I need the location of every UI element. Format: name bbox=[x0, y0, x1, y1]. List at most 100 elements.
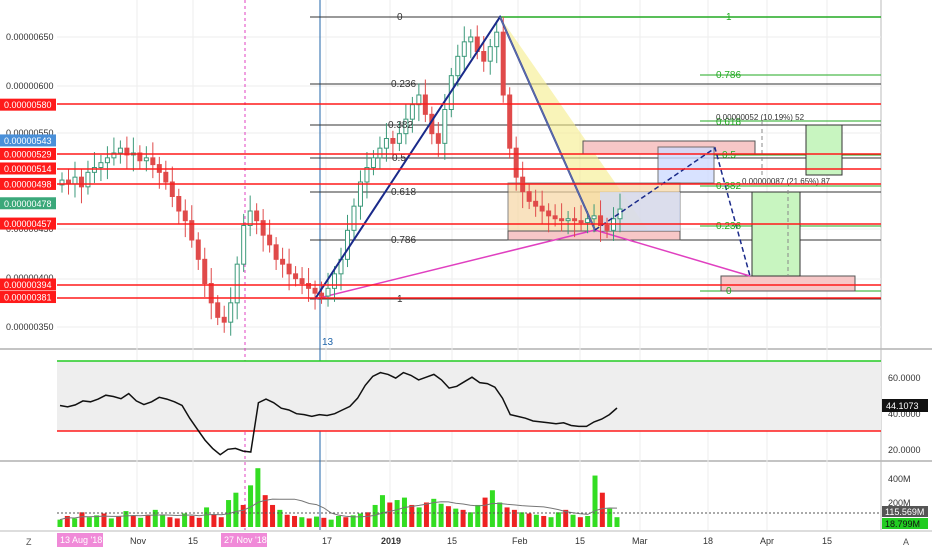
projection-box-2 bbox=[657, 146, 715, 184]
volume-bar bbox=[233, 492, 239, 527]
volume-bar bbox=[284, 514, 290, 527]
candle bbox=[396, 133, 402, 144]
candle bbox=[572, 218, 578, 222]
volume-bar bbox=[423, 502, 429, 527]
target-box-bottom[interactable] bbox=[720, 275, 856, 292]
candle bbox=[234, 263, 240, 304]
volume-bar bbox=[306, 518, 312, 527]
zone-box-bottom[interactable] bbox=[507, 230, 681, 241]
projected-pattern[interactable] bbox=[594, 146, 751, 277]
volume-bar bbox=[196, 517, 202, 527]
candle bbox=[208, 283, 214, 304]
volume-bar bbox=[599, 492, 605, 527]
fib-label: 0 bbox=[397, 12, 403, 23]
volume-bar bbox=[299, 517, 305, 527]
candle bbox=[403, 118, 409, 135]
volume-bar bbox=[438, 503, 444, 527]
volume-bar bbox=[343, 517, 349, 527]
fib-label: 0.786 bbox=[391, 235, 416, 246]
volume-bar bbox=[211, 514, 217, 527]
volume-bar bbox=[160, 515, 166, 527]
volume-bar bbox=[189, 515, 195, 527]
level-badge bbox=[0, 217, 56, 230]
volume-bar bbox=[409, 504, 415, 527]
time-tick: 15 bbox=[575, 536, 585, 546]
candle bbox=[111, 152, 117, 159]
time-tick: Apr bbox=[760, 536, 774, 546]
volume-bar bbox=[314, 516, 320, 527]
rsi-line bbox=[59, 371, 618, 456]
candle bbox=[325, 287, 331, 297]
candle bbox=[267, 234, 273, 246]
candle bbox=[598, 215, 604, 226]
price-level-badges: 0.00000580 0.00000543 0.00000529 0.00000514… bbox=[0, 98, 56, 304]
candle bbox=[585, 218, 591, 224]
candle bbox=[273, 244, 279, 260]
volume-bar bbox=[489, 490, 495, 527]
rsi-tick: 60.0000 bbox=[888, 373, 921, 383]
level-badge-label: 0.00000514 bbox=[4, 164, 52, 174]
volume-bar bbox=[372, 504, 378, 527]
trendline[interactable] bbox=[594, 229, 751, 277]
candle bbox=[260, 220, 266, 236]
candle bbox=[513, 147, 519, 178]
harmonic-triangle bbox=[500, 17, 648, 230]
level-badge bbox=[0, 291, 56, 304]
candle bbox=[104, 157, 110, 164]
volume-bar bbox=[123, 511, 129, 527]
candle bbox=[494, 31, 500, 48]
time-tick: Feb bbox=[512, 536, 528, 546]
pattern-leg[interactable] bbox=[499, 16, 596, 231]
date-badge bbox=[57, 533, 103, 547]
candle bbox=[241, 225, 247, 265]
volume-bar bbox=[72, 518, 78, 527]
trendline[interactable] bbox=[314, 229, 596, 300]
volume-bar bbox=[511, 509, 517, 527]
long-position-box-2[interactable] bbox=[751, 191, 801, 277]
fib-ext-label: 0.382 bbox=[716, 181, 741, 192]
volume-bar bbox=[152, 509, 158, 527]
time-tick: 15 bbox=[822, 536, 832, 546]
rsi-value: 44.1073 bbox=[886, 401, 919, 411]
price-tick: 0.00000600 bbox=[6, 81, 54, 91]
volume-bar bbox=[240, 504, 246, 527]
volume-bar bbox=[541, 515, 547, 527]
volume-bar bbox=[270, 504, 276, 527]
candle bbox=[299, 278, 305, 284]
candle bbox=[189, 220, 195, 241]
auto-scale-button[interactable]: A bbox=[903, 537, 909, 547]
candle bbox=[552, 215, 558, 220]
candle bbox=[507, 94, 513, 149]
candle bbox=[468, 36, 474, 43]
volume-bar bbox=[379, 495, 385, 527]
volume-bar bbox=[570, 514, 576, 527]
date-badge bbox=[221, 533, 267, 547]
candle bbox=[377, 147, 383, 159]
volume-ma-value: 18.799M bbox=[885, 519, 920, 529]
volume-bar bbox=[394, 500, 400, 527]
volume-bar bbox=[145, 514, 151, 527]
candle bbox=[312, 287, 318, 294]
price-pane[interactable] bbox=[57, 0, 881, 348]
candle bbox=[306, 283, 312, 289]
level-badge-label: 0.00000498 bbox=[4, 179, 52, 189]
level-badge bbox=[0, 147, 56, 160]
long-position-box[interactable] bbox=[805, 124, 843, 176]
candle bbox=[247, 210, 253, 226]
candle bbox=[280, 258, 286, 265]
volume-bar bbox=[519, 512, 525, 527]
zoom-icon[interactable]: Z bbox=[26, 537, 32, 547]
candle bbox=[91, 167, 97, 173]
volume-value: 115.569M bbox=[885, 507, 924, 517]
volume-bar bbox=[262, 495, 268, 527]
volume-bar bbox=[204, 507, 210, 527]
volume-bar bbox=[79, 512, 85, 527]
volume-bar bbox=[365, 512, 371, 527]
candle bbox=[117, 147, 123, 154]
volume-bar bbox=[64, 515, 70, 527]
volume-axis: 400M 200M bbox=[888, 474, 911, 508]
volume-bar bbox=[138, 517, 144, 527]
candle bbox=[370, 157, 376, 168]
candle bbox=[72, 176, 78, 185]
